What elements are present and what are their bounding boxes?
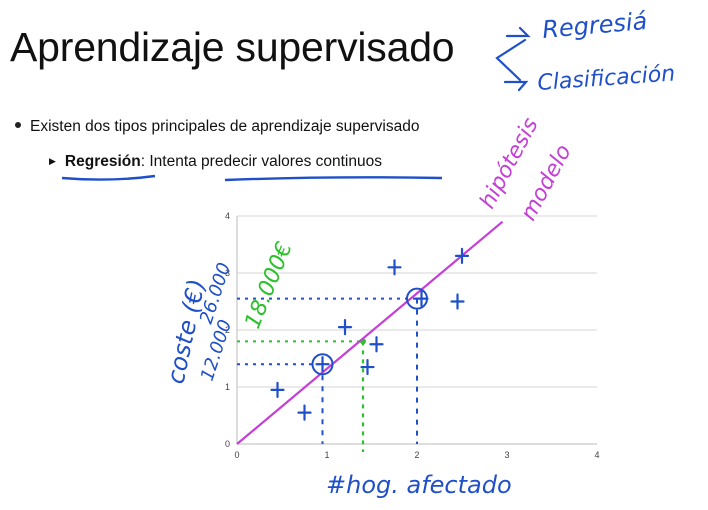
triangle-bullet-icon: ▶	[49, 156, 56, 166]
note-regresion: Regresiá	[541, 7, 648, 44]
scatter-chart: 0 1 2 3 4 0 1 2 3 4	[225, 211, 600, 460]
slide-title: Aprendizaje supervisado	[10, 24, 455, 70]
data-point	[369, 336, 384, 353]
y-tick-label: 2	[225, 325, 230, 335]
y-tick-label: 1	[225, 382, 230, 392]
bullet-main: Existen dos tipos principales de aprendi…	[15, 118, 419, 136]
x-tick-label: 4	[594, 450, 599, 460]
bullet-text: Existen dos tipos principales de aprendi…	[30, 118, 420, 135]
x-tick-label: 0	[234, 450, 239, 460]
top-right-annotation	[495, 26, 531, 92]
sub-bullet-text: : Intenta predecir valores continuos	[140, 153, 382, 170]
highlight-circle	[311, 353, 334, 376]
data-point	[270, 381, 285, 398]
sub-bullet-regresion: ▶ Regresión: Intenta predecir valores con…	[49, 153, 382, 171]
note-12000: 12.000	[197, 317, 236, 383]
data-point	[414, 290, 429, 307]
data-point	[337, 319, 353, 336]
note-18000: 18.000€	[240, 239, 297, 333]
y-tick-label: 4	[225, 211, 230, 221]
data-point	[297, 404, 312, 421]
y-tick-label: 0	[225, 439, 230, 449]
data-point	[450, 293, 465, 310]
data-point	[360, 358, 375, 376]
fork-arrow-icon	[495, 38, 527, 82]
note-clasificacion: Clasificación	[537, 61, 676, 96]
highlight-circle	[406, 287, 428, 310]
underline-regresion	[61, 174, 156, 181]
note-hog-afectado: #hog. afectado	[326, 471, 512, 499]
data-point	[454, 247, 470, 264]
x-tick-label: 2	[414, 450, 419, 460]
underline-predecir	[224, 176, 443, 182]
x-tick-label: 1	[324, 450, 329, 460]
sub-bullet-bold: Regresión	[64, 153, 141, 170]
x-tick-label: 3	[504, 450, 509, 460]
y-tick-label: 3	[225, 268, 230, 278]
data-point	[315, 356, 330, 373]
hypothesis-line	[236, 220, 504, 445]
bullet-dot-icon	[15, 121, 21, 128]
data-point	[387, 259, 402, 276]
